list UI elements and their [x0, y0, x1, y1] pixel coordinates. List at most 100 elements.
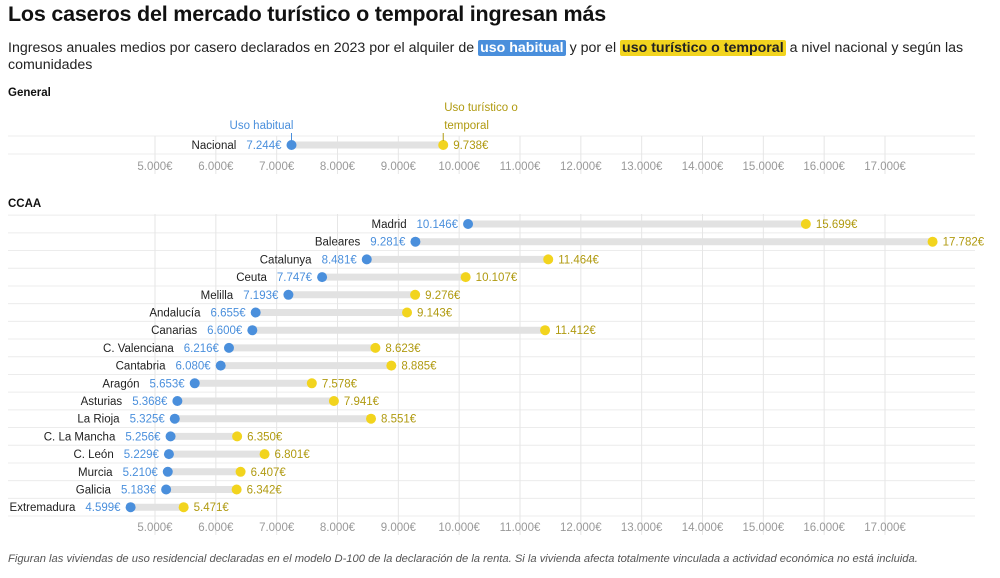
row-name: Aragón — [102, 378, 139, 390]
row-name: Asturias — [81, 396, 123, 408]
label-habitual: 4.599€ — [85, 502, 121, 514]
subtitle-part3: a nivel nacional y según las comunidades — [8, 40, 964, 73]
subtitle-part1: Ingresos anuales medios por casero decla… — [8, 40, 479, 56]
label-turistico: 15.699€ — [816, 219, 858, 231]
dot-turistico — [328, 396, 339, 406]
dot-habitual — [215, 360, 226, 371]
label-habitual: 10.146€ — [416, 219, 458, 231]
label-habitual: 7.747€ — [277, 272, 313, 284]
x-tick-label: 5.000€ — [137, 522, 173, 534]
x-tick-label: 12.000€ — [560, 161, 602, 173]
row-name: C. León — [73, 449, 113, 461]
dot-turistico — [306, 378, 317, 389]
panel-title: General — [8, 87, 51, 99]
x-tick-label: 10.000€ — [438, 161, 480, 173]
label-habitual: 9.281€ — [370, 237, 406, 249]
dot-habitual — [189, 378, 200, 389]
dot-habitual — [163, 449, 174, 460]
x-tick-label: 13.000€ — [621, 522, 663, 534]
dot-habitual — [162, 466, 173, 477]
row-name: Canarias — [151, 325, 197, 337]
row-name: La Rioja — [77, 414, 120, 426]
x-tick-label: 7.000€ — [259, 161, 295, 173]
label-habitual: 6.600€ — [207, 325, 243, 337]
label-turistico: 6.801€ — [275, 449, 311, 461]
x-tick-label: 17.000€ — [864, 161, 906, 173]
x-tick-label: 16.000€ — [803, 161, 845, 173]
x-tick-label: 8.000€ — [320, 161, 356, 173]
label-habitual: 6.655€ — [210, 308, 246, 320]
row-name: Ceuta — [236, 272, 267, 284]
x-tick-label: 15.000€ — [743, 161, 785, 173]
dot-turistico — [438, 140, 449, 150]
dot-turistico — [231, 484, 242, 495]
row-name: Andalucía — [149, 308, 201, 320]
label-turistico: 7.941€ — [344, 396, 380, 408]
x-tick-label: 8.000€ — [320, 522, 356, 534]
label-turistico: 9.143€ — [417, 308, 453, 320]
chart-title: Los caseros del mercado turístico o temp… — [8, 2, 606, 26]
dot-habitual — [247, 325, 258, 336]
x-tick-label: 14.000€ — [682, 161, 724, 173]
x-tick-label: 6.000€ — [198, 161, 234, 173]
row-name: C. La Mancha — [44, 431, 116, 443]
dot-turistico — [540, 325, 551, 336]
row-name: Melilla — [201, 290, 234, 302]
row-name: Catalunya — [260, 254, 312, 266]
label-habitual: 5.368€ — [132, 396, 168, 408]
label-habitual: 5.183€ — [121, 485, 157, 497]
chart-subtitle: Ingresos anuales medios por casero decla… — [8, 40, 968, 74]
dot-habitual — [161, 484, 172, 495]
legend-habitual: uso habitual — [478, 40, 566, 56]
label-turistico: 8.623€ — [385, 343, 421, 355]
dot-habitual — [286, 140, 297, 150]
label-turistico: 8.885€ — [401, 361, 437, 373]
dot-habitual — [463, 219, 474, 229]
x-tick-label: 9.000€ — [381, 522, 417, 534]
x-tick-label: 14.000€ — [682, 522, 724, 534]
x-tick-label: 5.000€ — [137, 161, 173, 173]
label-habitual: 5.325€ — [130, 414, 166, 426]
label-turistico: 17.782€ — [943, 237, 985, 249]
label-habitual: 7.193€ — [243, 290, 279, 302]
dot-turistico — [232, 431, 243, 442]
label-turistico: 6.342€ — [247, 485, 283, 497]
label-habitual: 6.080€ — [176, 361, 212, 373]
label-habitual: 5.256€ — [125, 431, 161, 443]
dot-turistico — [410, 289, 421, 300]
label-turistico: 11.412€ — [555, 325, 596, 337]
label-habitual: 5.653€ — [150, 378, 186, 390]
panel-title: CCAA — [8, 198, 41, 210]
x-tick-label: 15.000€ — [743, 522, 785, 534]
dot-turistico — [370, 342, 381, 353]
label-turistico: 5.471€ — [194, 502, 230, 514]
row-name: Galicia — [76, 485, 112, 497]
label-habitual: 5.210€ — [123, 467, 159, 479]
row-name: Murcia — [78, 467, 113, 479]
dot-habitual — [125, 502, 136, 513]
label-turistico: 6.407€ — [251, 467, 287, 479]
label-habitual: 8.481€ — [322, 254, 358, 266]
dot-habitual — [361, 254, 372, 265]
label-turistico: 9.276€ — [425, 290, 461, 302]
row-name: Cantabria — [116, 361, 166, 373]
x-tick-label: 17.000€ — [864, 522, 906, 534]
dot-turistico — [386, 360, 397, 371]
annotation-habitual: Uso habitual — [230, 120, 294, 132]
x-tick-label: 9.000€ — [381, 161, 417, 173]
label-habitual: 5.229€ — [124, 449, 160, 461]
label-turistico: 11.464€ — [558, 254, 599, 266]
label-turistico: 10.107€ — [476, 272, 518, 284]
dot-habitual — [165, 431, 176, 442]
dot-turistico — [178, 502, 189, 513]
dot-habitual — [169, 413, 180, 424]
x-tick-label: 10.000€ — [438, 522, 480, 534]
label-habitual: 6.216€ — [184, 343, 220, 355]
x-tick-label: 16.000€ — [803, 522, 845, 534]
footnote: Figuran las viviendas de uso residencial… — [8, 553, 918, 565]
dot-habitual — [283, 289, 294, 300]
dot-habitual — [410, 236, 421, 247]
dot-habitual — [223, 342, 234, 353]
x-tick-label: 11.000€ — [500, 161, 541, 173]
